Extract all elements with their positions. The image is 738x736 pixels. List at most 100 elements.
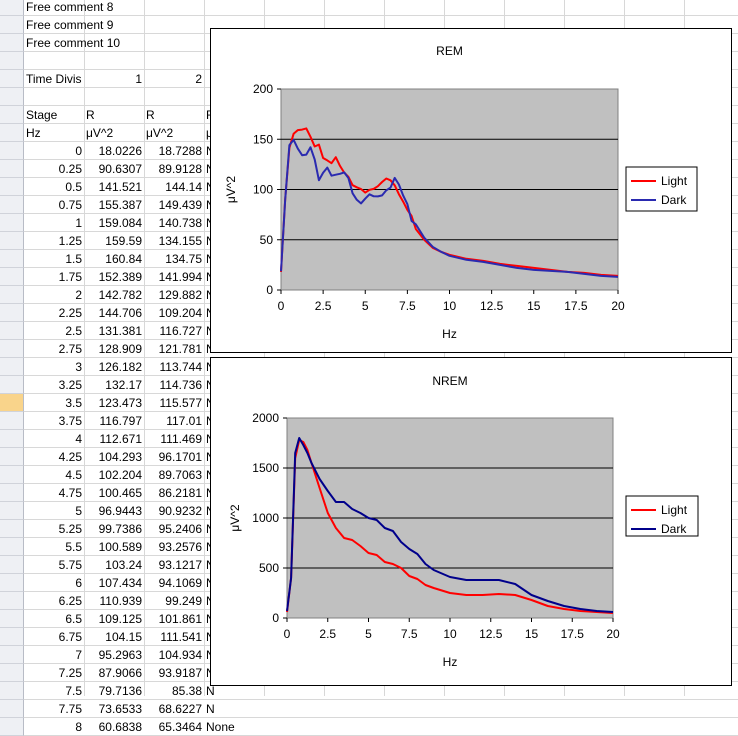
cell[interactable]: 90.6307 bbox=[98, 162, 142, 176]
row-header[interactable] bbox=[0, 340, 24, 358]
cell[interactable]: 5.25 bbox=[58, 522, 82, 536]
row-header[interactable] bbox=[0, 106, 24, 124]
cell[interactable]: μV^2 bbox=[146, 126, 174, 140]
cell[interactable]: 134.75 bbox=[165, 252, 202, 266]
cell[interactable]: 144.14 bbox=[165, 180, 202, 194]
cell[interactable]: 99.7386 bbox=[98, 522, 142, 536]
cell[interactable]: 144.706 bbox=[98, 306, 142, 320]
cell[interactable]: 95.2406 bbox=[158, 522, 202, 536]
row-header[interactable] bbox=[0, 232, 24, 250]
cell[interactable]: 100.589 bbox=[98, 540, 142, 554]
cell[interactable]: 18.7288 bbox=[158, 144, 202, 158]
row-header[interactable] bbox=[0, 160, 24, 178]
cell[interactable]: 128.909 bbox=[98, 342, 142, 356]
row-header[interactable] bbox=[0, 412, 24, 430]
cell[interactable]: 89.7063 bbox=[158, 468, 202, 482]
cell[interactable]: 5.75 bbox=[58, 558, 82, 572]
cell[interactable]: 141.994 bbox=[158, 270, 202, 284]
cell[interactable]: 87.9066 bbox=[98, 666, 142, 680]
cell[interactable]: None bbox=[206, 720, 235, 734]
cell[interactable]: 96.1701 bbox=[158, 450, 202, 464]
cell[interactable]: 113.744 bbox=[159, 360, 203, 374]
cell[interactable]: 129.882 bbox=[158, 288, 202, 302]
cell[interactable]: 142.782 bbox=[98, 288, 142, 302]
cell[interactable]: Free comment 10 bbox=[26, 36, 121, 50]
cell[interactable]: 0.25 bbox=[58, 162, 82, 176]
cell[interactable]: 7.75 bbox=[58, 702, 82, 716]
row-header[interactable] bbox=[0, 70, 24, 88]
cell[interactable]: 109.204 bbox=[158, 306, 202, 320]
row-header[interactable] bbox=[0, 718, 24, 736]
cell[interactable]: 149.439 bbox=[158, 198, 202, 212]
row-header[interactable] bbox=[0, 466, 24, 484]
cell[interactable]: 96.9443 bbox=[98, 504, 142, 518]
cell[interactable]: μV^2 bbox=[86, 126, 114, 140]
cell[interactable]: 100.465 bbox=[98, 486, 142, 500]
row-header[interactable] bbox=[0, 520, 24, 538]
cell[interactable]: 93.1217 bbox=[158, 558, 202, 572]
row-header[interactable] bbox=[0, 250, 24, 268]
row-header[interactable] bbox=[0, 214, 24, 232]
cell[interactable]: 102.204 bbox=[98, 468, 142, 482]
cell[interactable]: 103.24 bbox=[105, 558, 142, 572]
row-header[interactable] bbox=[0, 142, 24, 160]
cell[interactable]: 111.541 bbox=[160, 630, 202, 644]
cell[interactable]: 60.6838 bbox=[98, 720, 142, 734]
cell[interactable]: 109.125 bbox=[98, 612, 142, 626]
cell[interactable]: 117.01 bbox=[166, 414, 202, 428]
row-header[interactable] bbox=[0, 664, 24, 682]
row-header[interactable] bbox=[0, 0, 24, 16]
row-header[interactable] bbox=[0, 646, 24, 664]
row-header[interactable] bbox=[0, 268, 24, 286]
cell[interactable]: 86.2181 bbox=[158, 486, 202, 500]
row-header[interactable] bbox=[0, 34, 24, 52]
cell[interactable]: 112.671 bbox=[99, 432, 143, 446]
cell[interactable]: 152.389 bbox=[98, 270, 142, 284]
row-header[interactable] bbox=[0, 700, 24, 718]
row-header[interactable] bbox=[0, 124, 24, 142]
cell[interactable]: 121.781 bbox=[158, 342, 202, 356]
cell[interactable]: 3.25 bbox=[58, 378, 82, 392]
cell[interactable]: 95.2963 bbox=[98, 648, 142, 662]
row-header[interactable] bbox=[0, 610, 24, 628]
cell[interactable]: 134.155 bbox=[158, 234, 202, 248]
cell[interactable]: 65.3464 bbox=[158, 720, 202, 734]
cell[interactable]: 79.7136 bbox=[98, 684, 142, 698]
cell[interactable]: 5 bbox=[75, 504, 82, 518]
cell[interactable]: 2 bbox=[195, 72, 202, 86]
cell[interactable]: Stage bbox=[26, 108, 58, 122]
cell[interactable]: 6.75 bbox=[58, 630, 82, 644]
cell[interactable]: 4.75 bbox=[58, 486, 82, 500]
row-header[interactable] bbox=[0, 628, 24, 646]
cell[interactable]: 1.25 bbox=[58, 234, 82, 248]
cell[interactable]: Free comment 8 bbox=[26, 0, 114, 14]
cell[interactable]: 104.293 bbox=[98, 450, 142, 464]
cell[interactable]: 2.75 bbox=[58, 342, 82, 356]
cell[interactable]: R bbox=[86, 108, 95, 122]
cell[interactable]: 99.249 bbox=[165, 594, 202, 608]
cell[interactable]: 160.84 bbox=[105, 252, 142, 266]
cell[interactable]: N bbox=[206, 702, 215, 716]
cell[interactable]: 132.17 bbox=[105, 378, 142, 392]
cell[interactable]: Time Divis bbox=[26, 72, 82, 86]
cell[interactable]: 0.75 bbox=[58, 198, 82, 212]
rem-chart[interactable]: REM 0 50 100 150 200 0 2.5 5 7.5 10 12.5 15 17.5 20 Hz μ… bbox=[210, 28, 732, 353]
cell[interactable]: 155.387 bbox=[98, 198, 142, 212]
row-header[interactable] bbox=[0, 574, 24, 592]
cell[interactable]: 104.934 bbox=[158, 648, 202, 662]
row-header[interactable] bbox=[0, 196, 24, 214]
cell[interactable]: 107.434 bbox=[98, 576, 142, 590]
cell[interactable]: 114.736 bbox=[159, 378, 203, 392]
cell[interactable]: 159.59 bbox=[105, 234, 142, 248]
cell[interactable]: 116.727 bbox=[159, 324, 203, 338]
cell[interactable]: 6 bbox=[75, 576, 82, 590]
cell[interactable]: 1 bbox=[135, 72, 142, 86]
cell[interactable]: 3.75 bbox=[58, 414, 82, 428]
cell[interactable]: 0.5 bbox=[65, 180, 82, 194]
row-header[interactable] bbox=[0, 502, 24, 520]
cell[interactable]: 93.9187 bbox=[158, 666, 202, 680]
cell[interactable]: 115.577 bbox=[159, 396, 203, 410]
cell[interactable]: 1 bbox=[75, 216, 82, 230]
cell[interactable]: 6.25 bbox=[58, 594, 82, 608]
cell[interactable]: 7 bbox=[75, 648, 82, 662]
